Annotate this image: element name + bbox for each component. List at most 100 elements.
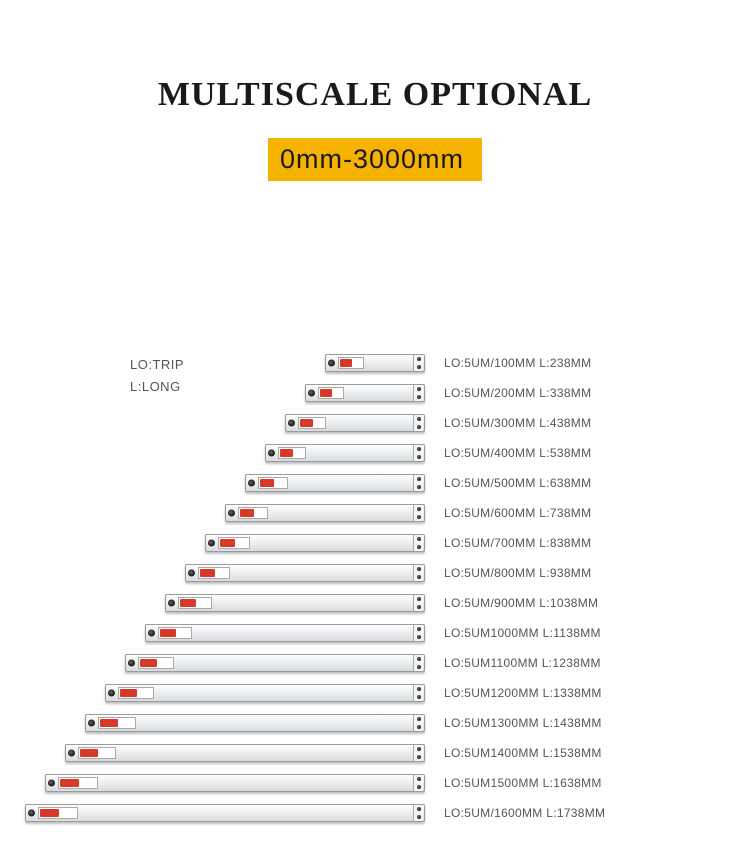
bar-endcap-right	[413, 805, 423, 821]
scale-spec-label: LO:5UM1300MM L:1438MM	[444, 716, 602, 730]
scale-row: LO:5UM1300MM L:1438MM	[0, 714, 750, 744]
scale-bar	[25, 804, 425, 822]
scale-row: LO:5UM/900MM L:1038MM	[0, 594, 750, 624]
bar-endcap-right	[413, 595, 423, 611]
scale-spec-label: LO:5UM1500MM L:1638MM	[444, 776, 602, 790]
scale-bar	[145, 624, 425, 642]
scale-row: LO:5UM/1600MM L:1738MM	[0, 804, 750, 834]
bar-endcap-right	[413, 535, 423, 551]
bar-brand-red-icon	[120, 689, 137, 697]
scale-chart: LO:5UM/100MM L:238MM LO:5UM/200MM L:338MM…	[0, 354, 750, 834]
bar-brand-red-icon	[60, 779, 79, 787]
scale-spec-label: LO:5UM/700MM L:838MM	[444, 536, 591, 550]
scale-bar	[325, 354, 425, 372]
bar-brand-label	[38, 807, 78, 819]
bar-endcap-left	[168, 600, 175, 607]
bar-endcap-left	[208, 540, 215, 547]
bar-endcap-right	[413, 715, 423, 731]
scale-spec-label: LO:5UM/500MM L:638MM	[444, 476, 591, 490]
bar-endcap-left	[128, 660, 135, 667]
bar-brand-red-icon	[320, 389, 332, 397]
bar-endcap-right	[413, 625, 423, 641]
range-badge-wrap: 0mm-3000mm	[0, 114, 750, 181]
scale-bar	[165, 594, 425, 612]
bar-brand-label	[298, 417, 326, 429]
bar-brand-label	[158, 627, 192, 639]
bar-brand-label	[58, 777, 98, 789]
scale-bar	[265, 444, 425, 462]
range-badge: 0mm-3000mm	[268, 138, 482, 181]
bar-brand-label	[98, 717, 136, 729]
bar-endcap-left	[328, 360, 335, 367]
bar-brand-label	[138, 657, 174, 669]
scale-bar	[185, 564, 425, 582]
scale-row: LO:5UM/100MM L:238MM	[0, 354, 750, 384]
bar-brand-label	[118, 687, 154, 699]
scale-spec-label: LO:5UM/800MM L:938MM	[444, 566, 591, 580]
bar-endcap-right	[413, 565, 423, 581]
bar-brand-red-icon	[160, 629, 176, 637]
bar-endcap-right	[413, 505, 423, 521]
scale-bar	[45, 774, 425, 792]
scale-row: LO:5UM1500MM L:1638MM	[0, 774, 750, 804]
bar-endcap-right	[413, 475, 423, 491]
bar-brand-label	[258, 477, 288, 489]
bar-brand-red-icon	[100, 719, 118, 727]
scale-row: LO:5UM1400MM L:1538MM	[0, 744, 750, 774]
scale-spec-label: LO:5UM/1600MM L:1738MM	[444, 806, 605, 820]
scale-row: LO:5UM/500MM L:638MM	[0, 474, 750, 504]
scale-row: LO:5UM1000MM L:1138MM	[0, 624, 750, 654]
bar-endcap-left	[88, 720, 95, 727]
bar-brand-red-icon	[140, 659, 157, 667]
scale-spec-label: LO:5UM/300MM L:438MM	[444, 416, 591, 430]
scale-row: LO:5UM1100MM L:1238MM	[0, 654, 750, 684]
bar-endcap-left	[48, 780, 55, 787]
bar-endcap-right	[413, 745, 423, 761]
bar-brand-red-icon	[340, 359, 352, 367]
bar-endcap-left	[28, 810, 35, 817]
scale-spec-label: LO:5UM/900MM L:1038MM	[444, 596, 598, 610]
bar-brand-label	[218, 537, 250, 549]
bar-brand-red-icon	[220, 539, 235, 547]
bar-endcap-right	[413, 655, 423, 671]
scale-spec-label: LO:5UM1200MM L:1338MM	[444, 686, 602, 700]
bar-endcap-left	[248, 480, 255, 487]
bar-brand-label	[278, 447, 306, 459]
bar-brand-red-icon	[180, 599, 196, 607]
scale-bar	[245, 474, 425, 492]
bar-endcap-left	[268, 450, 275, 457]
scale-row: LO:5UM/300MM L:438MM	[0, 414, 750, 444]
bar-endcap-left	[288, 420, 295, 427]
bar-brand-label	[338, 357, 364, 369]
scale-row: LO:5UM/600MM L:738MM	[0, 504, 750, 534]
bar-brand-label	[78, 747, 116, 759]
bar-brand-red-icon	[300, 419, 313, 427]
scale-spec-label: LO:5UM/100MM L:238MM	[444, 356, 591, 370]
scale-bar	[285, 414, 425, 432]
scale-row: LO:5UM/400MM L:538MM	[0, 444, 750, 474]
bar-brand-red-icon	[240, 509, 254, 517]
scale-bar	[205, 534, 425, 552]
scale-bar	[105, 684, 425, 702]
scale-bar	[125, 654, 425, 672]
scale-spec-label: LO:5UM/400MM L:538MM	[444, 446, 591, 460]
scale-row: LO:5UM/200MM L:338MM	[0, 384, 750, 414]
scale-spec-label: LO:5UM1400MM L:1538MM	[444, 746, 602, 760]
scale-bar	[225, 504, 425, 522]
scale-spec-label: LO:5UM1100MM L:1238MM	[444, 656, 601, 670]
scale-spec-label: LO:5UM/600MM L:738MM	[444, 506, 591, 520]
scale-row: LO:5UM/800MM L:938MM	[0, 564, 750, 594]
bar-endcap-left	[308, 390, 315, 397]
bar-brand-label	[178, 597, 212, 609]
bar-endcap-left	[68, 750, 75, 757]
scale-bar	[305, 384, 425, 402]
bar-endcap-left	[188, 570, 195, 577]
scale-spec-label: LO:5UM1000MM L:1138MM	[444, 626, 601, 640]
bar-brand-label	[318, 387, 344, 399]
bar-endcap-left	[108, 690, 115, 697]
bar-brand-red-icon	[280, 449, 293, 457]
bar-endcap-right	[413, 445, 423, 461]
bar-endcap-right	[413, 775, 423, 791]
bar-endcap-left	[228, 510, 235, 517]
bar-endcap-left	[148, 630, 155, 637]
